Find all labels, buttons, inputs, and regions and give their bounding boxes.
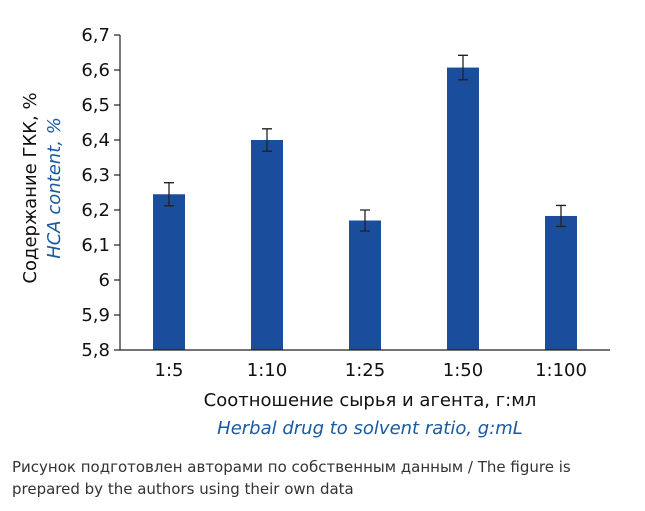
bar-1:10: [251, 140, 283, 350]
y-tick-label: 6,3: [81, 165, 110, 186]
x-axis-ticks: 1:5 1:10 1:25 1:50 1:100: [155, 360, 587, 381]
y-tick-label: 5,9: [81, 305, 110, 326]
x-tick-label: 1:100: [535, 360, 587, 381]
y-axis-ticks: 5,8 5,9 6 6,1 6,2 6,3 6,4 6,5 6,6 6,7: [81, 25, 120, 361]
error-bar-1:50: [458, 54, 468, 81]
error-bar-1:25: [360, 209, 370, 232]
y-tick-label: 6,1: [81, 235, 110, 256]
bar-1:50: [447, 67, 479, 351]
x-axis-label-en: Herbal drug to solvent ratio, g:mL: [217, 418, 523, 439]
y-axis-label-en: HCA content, %: [44, 117, 65, 259]
y-axis-label: Содержание ГКК, %: [20, 92, 41, 283]
x-tick-label: 1:50: [443, 360, 483, 381]
error-bar-1:100: [556, 204, 566, 228]
figure-caption: Рисунок подготовлен авторами по собствен…: [12, 458, 571, 498]
y-tick-label: 6,7: [81, 25, 110, 46]
y-tick-label: 6,5: [81, 95, 110, 116]
x-tick-label: 1:10: [247, 360, 287, 381]
bar-chart: 5,8 5,9 6 6,1 6,2 6,3 6,4 6,5 6,6 6,7 1:5 1:10 1:25…: [20, 25, 610, 439]
x-tick-label: 1:25: [345, 360, 385, 381]
y-tick-label: 6: [99, 270, 110, 291]
x-tick-label: 1:5: [155, 360, 184, 381]
y-tick-label: 6,4: [81, 130, 110, 151]
bars: [153, 54, 577, 351]
y-tick-label: 6,6: [81, 60, 110, 81]
bar-1:25: [349, 220, 381, 350]
bar-1:5: [153, 194, 185, 350]
x-axis-label: Соотношение сырья и агента, г:мл: [204, 390, 537, 411]
error-bar-1:10: [262, 128, 272, 152]
y-tick-label: 6,2: [81, 200, 110, 221]
y-tick-label: 5,8: [81, 340, 110, 361]
bar-1:100: [545, 215, 577, 350]
error-bar-1:5: [164, 182, 174, 207]
